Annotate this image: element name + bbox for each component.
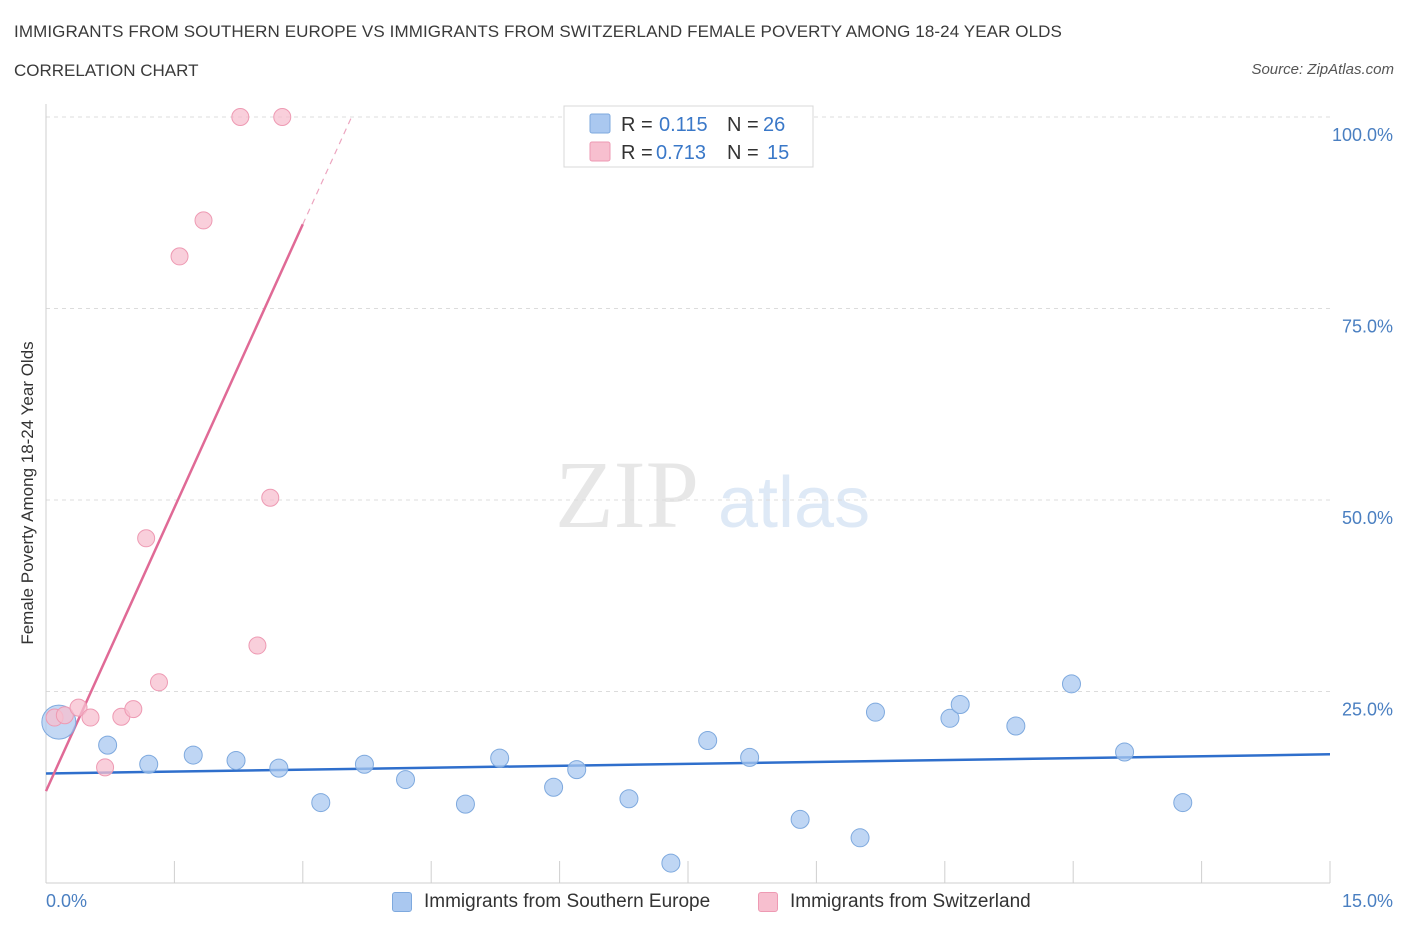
point-switzerland-6 bbox=[124, 700, 143, 719]
point-southern-europe-17 bbox=[790, 809, 810, 829]
watermark: ZIP atlas bbox=[555, 441, 870, 548]
point-switzerland-4 bbox=[96, 758, 115, 777]
legend-label-switzerland: Immigrants from Switzerland bbox=[790, 891, 1031, 912]
point-southern-europe-5 bbox=[269, 758, 289, 778]
point-switzerland-11 bbox=[231, 108, 250, 126]
stats-n-label-2: N = bbox=[727, 142, 759, 164]
stats-n-value-1: 26 bbox=[763, 114, 785, 136]
point-southern-europe-21 bbox=[950, 695, 970, 715]
point-southern-europe-4 bbox=[226, 750, 246, 770]
stats-swatch-blue bbox=[589, 113, 611, 134]
y-tick-labels: 25.0% 50.0% 75.0% 100.0% bbox=[1332, 125, 1393, 720]
point-southern-europe-14 bbox=[661, 853, 681, 873]
stats-r-value-2: 0.713 bbox=[656, 142, 706, 164]
legend-swatch-pink bbox=[758, 892, 778, 912]
x-tick-label-max: 15.0% bbox=[1342, 891, 1393, 911]
stats-r-label-2: R = bbox=[621, 142, 653, 164]
point-southern-europe-9 bbox=[455, 794, 475, 814]
trend-line-southern-europe bbox=[45, 753, 1331, 775]
legend-item-southern-europe[interactable]: Immigrants from Southern Europe bbox=[392, 889, 710, 915]
point-switzerland-7 bbox=[137, 529, 156, 548]
legend-item-switzerland[interactable]: Immigrants from Switzerland bbox=[758, 889, 1031, 915]
stats-r-label-1: R = bbox=[621, 114, 653, 136]
point-southern-europe-12 bbox=[567, 760, 587, 780]
point-switzerland-2 bbox=[69, 698, 88, 717]
chart-title: IMMIGRANTS FROM SOUTHERN EUROPE VS IMMIG… bbox=[14, 22, 1062, 41]
point-switzerland-9 bbox=[170, 247, 189, 266]
point-southern-europe-8 bbox=[396, 770, 416, 790]
point-southern-europe-10 bbox=[490, 748, 510, 768]
point-switzerland-13 bbox=[261, 488, 280, 507]
legend-swatch-blue bbox=[392, 892, 412, 912]
point-southern-europe-2 bbox=[139, 754, 159, 774]
axes bbox=[45, 104, 1331, 884]
legend-label-southern-europe: Immigrants from Southern Europe bbox=[424, 891, 711, 912]
point-switzerland-14 bbox=[273, 108, 292, 126]
point-switzerland-8 bbox=[149, 673, 168, 692]
x-tick-label-min: 0.0% bbox=[46, 891, 87, 911]
point-southern-europe-18 bbox=[850, 828, 870, 848]
point-southern-europe-24 bbox=[1115, 742, 1135, 762]
point-switzerland-3 bbox=[81, 708, 100, 727]
point-southern-europe-3 bbox=[183, 745, 203, 765]
stats-r-value-1: 0.115 bbox=[659, 114, 708, 136]
point-switzerland-10 bbox=[194, 211, 213, 230]
watermark-zip: ZIP bbox=[555, 441, 699, 548]
source-label: Source: ZipAtlas.com bbox=[1251, 61, 1394, 78]
point-southern-europe-23 bbox=[1061, 674, 1081, 694]
point-southern-europe-11 bbox=[544, 777, 564, 797]
trend-line-switzerland bbox=[44, 223, 304, 792]
watermark-atlas: atlas bbox=[718, 463, 870, 543]
point-southern-europe-1 bbox=[98, 735, 118, 755]
point-southern-europe-16 bbox=[740, 747, 760, 767]
y-tick-label-0: 25.0% bbox=[1342, 700, 1393, 720]
point-switzerland-12 bbox=[248, 636, 267, 655]
point-southern-europe-13 bbox=[619, 789, 639, 809]
point-southern-europe-7 bbox=[354, 754, 374, 774]
stats-n-label-1: N = bbox=[727, 114, 759, 136]
gridlines bbox=[46, 116, 1330, 692]
data-points bbox=[41, 108, 1193, 873]
point-southern-europe-20 bbox=[940, 708, 960, 728]
point-southern-europe-22 bbox=[1006, 716, 1026, 736]
stats-n-value-2: 15 bbox=[767, 142, 789, 164]
point-switzerland-1 bbox=[55, 706, 74, 725]
y-tick-label-1: 50.0% bbox=[1342, 508, 1393, 528]
trend-lines bbox=[44, 116, 1331, 792]
y-tick-label-3: 100.0% bbox=[1332, 125, 1393, 145]
chart-subtitle: CORRELATION CHART bbox=[14, 61, 199, 80]
trend-line-switzerland-extension bbox=[302, 116, 353, 225]
point-southern-europe-6 bbox=[311, 793, 331, 813]
point-southern-europe-15 bbox=[698, 731, 718, 751]
y-tick-label-2: 75.0% bbox=[1342, 317, 1393, 337]
point-southern-europe-19 bbox=[865, 702, 885, 722]
stats-swatch-pink bbox=[589, 141, 611, 162]
stats-box: R = 0.115 N = 26 R = 0.713 N = 15 bbox=[563, 105, 814, 168]
point-southern-europe-25 bbox=[1173, 793, 1193, 813]
